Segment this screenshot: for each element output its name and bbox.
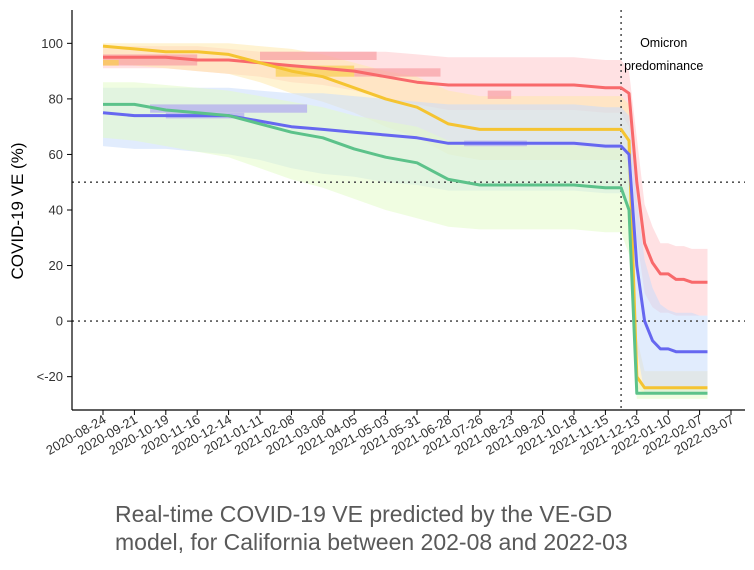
caption-line-1: Real-time COVID-19 VE predicted by the V… [115,501,613,527]
y-tick-label: 20 [49,258,63,273]
estimate-segment [103,54,198,66]
annotation-line-2: predominance [624,59,703,73]
caption-line-2: model, for California between 202-08 and… [115,529,628,555]
estimate-segment [487,90,512,99]
y-tick-label: 0 [56,314,63,329]
estimate-segment [150,104,308,113]
reference-lines [72,10,745,410]
y-axis-title: COVID-19 VE (%) [8,143,27,280]
estimate-segment [354,68,441,77]
y-tick-label: 60 [49,147,63,162]
y-tick-label: 40 [49,203,63,218]
y-tick-label: 80 [49,91,63,106]
line-series-1 [103,55,708,284]
estimate-segment [103,60,119,66]
omicron-annotation: Omicron predominance [624,36,703,73]
series-lines [102,44,708,395]
x-ticks: 2020-08-242020-09-212020-10-192020-11-16… [43,410,737,458]
estimate-segment [275,65,355,77]
ve-chart: 100 80 60 40 20 0 <-20 2020-08-242020-09-21202… [8,10,745,458]
line-series-4 [103,102,708,395]
y-ticks: 100 80 60 40 20 0 <-20 [37,36,72,384]
y-tick-label: <-20 [37,369,63,384]
annotation-line-1: Omicron [640,36,687,50]
estimate-segment [260,51,377,60]
figure-caption: Real-time COVID-19 VE predicted by the V… [115,500,735,556]
line-series-2 [102,44,708,390]
confidence-bands [103,43,708,399]
line-series-3 [102,111,708,354]
band-series-4 [103,82,708,399]
y-tick-label: 100 [41,36,63,51]
